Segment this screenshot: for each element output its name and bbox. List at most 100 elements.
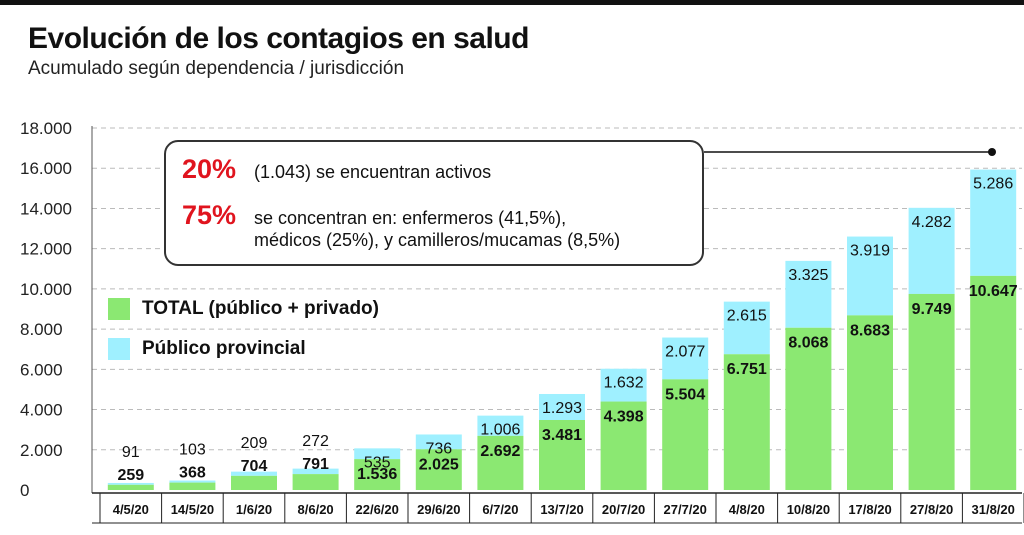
legend-item-provincial: Público provincial bbox=[108, 336, 379, 362]
x-tick-label: 31/8/20 bbox=[972, 502, 1015, 517]
data-label-provincial: 535 bbox=[364, 454, 391, 471]
data-label-provincial: 1.293 bbox=[542, 400, 582, 417]
chart-legend: TOTAL (público + privado) Público provin… bbox=[108, 296, 379, 376]
x-tick-label: 17/8/20 bbox=[848, 502, 891, 517]
data-label-total: 2.025 bbox=[419, 456, 459, 473]
legend-swatch-provincial bbox=[108, 338, 130, 360]
bar-segment-total bbox=[600, 401, 647, 490]
data-label-total: 368 bbox=[179, 465, 206, 482]
data-label-total: 5.504 bbox=[665, 386, 705, 403]
bar-segment-provincial bbox=[600, 368, 647, 402]
data-label-provincial: 4.282 bbox=[912, 214, 952, 231]
data-label-provincial: 91 bbox=[122, 444, 140, 461]
y-tick-label: 2.000 bbox=[20, 441, 63, 460]
data-label-total: 259 bbox=[117, 467, 144, 484]
data-label-total: 8.683 bbox=[850, 322, 890, 339]
x-tick-label: 27/8/20 bbox=[910, 502, 953, 517]
data-label-total: 3.481 bbox=[542, 427, 582, 444]
y-tick-label: 12.000 bbox=[20, 240, 72, 259]
bar-segment-total bbox=[785, 327, 832, 490]
data-label-provincial: 736 bbox=[425, 440, 452, 457]
bar-segment-total bbox=[662, 379, 709, 490]
y-tick-label: 16.000 bbox=[20, 159, 72, 178]
x-tick-label: 4/8/20 bbox=[729, 502, 765, 517]
bar-segment-provincial bbox=[723, 301, 770, 355]
data-label-total: 704 bbox=[241, 458, 268, 475]
active-description: (1.043) se encuentran activos bbox=[254, 162, 492, 182]
y-tick-label: 18.000 bbox=[20, 119, 72, 138]
x-tick-label: 14/5/20 bbox=[171, 502, 214, 517]
y-tick-label: 6.000 bbox=[20, 360, 63, 379]
bar-segment-total bbox=[354, 459, 401, 490]
legend-label-total: TOTAL (público + privado) bbox=[142, 298, 379, 319]
bar-segment-total bbox=[539, 419, 585, 490]
bar-segment-provincial bbox=[908, 207, 955, 294]
y-tick-label: 14.000 bbox=[20, 199, 72, 218]
data-label-total: 10.647 bbox=[969, 283, 1018, 300]
bar-segment-total bbox=[169, 482, 216, 490]
data-label-provincial: 209 bbox=[241, 435, 268, 452]
callout-leader-dot bbox=[988, 148, 996, 156]
data-label-total: 8.068 bbox=[788, 335, 828, 352]
active-percentage: 20% bbox=[182, 154, 237, 184]
data-label-total: 4.398 bbox=[604, 409, 644, 426]
x-tick-label: 4/5/20 bbox=[113, 502, 149, 517]
y-tick-label: 4.000 bbox=[20, 401, 63, 420]
bar-segment-provincial bbox=[662, 337, 709, 380]
bar-segment-provincial bbox=[970, 169, 1017, 276]
x-tick-label: 1/6/20 bbox=[236, 502, 272, 517]
legend-item-total: TOTAL (público + privado) bbox=[108, 296, 379, 322]
legend-label-provincial: Público provincial bbox=[142, 338, 306, 359]
bar-segment-total bbox=[292, 474, 339, 490]
data-label-total: 791 bbox=[302, 456, 329, 473]
data-label-provincial: 1.632 bbox=[604, 375, 644, 392]
data-label-provincial: 1.006 bbox=[480, 422, 520, 439]
bar-segment-provincial bbox=[231, 471, 277, 476]
data-label-provincial: 3.919 bbox=[850, 243, 890, 260]
bar-segment-total bbox=[723, 354, 770, 490]
data-label-provincial: 2.615 bbox=[727, 308, 767, 325]
x-tick-label: 29/6/20 bbox=[417, 502, 460, 517]
data-label-provincial: 103 bbox=[179, 442, 206, 459]
data-label-total: 2.692 bbox=[480, 443, 520, 460]
bar-segment-provincial bbox=[107, 482, 154, 485]
concentration-percentage: 75% bbox=[182, 200, 237, 230]
bar-segment-total bbox=[415, 449, 462, 490]
bar-segment-provincial bbox=[477, 415, 524, 436]
x-tick-label: 10/8/20 bbox=[787, 502, 830, 517]
x-tick-label: 27/7/20 bbox=[664, 502, 707, 517]
bar-segment-total bbox=[847, 315, 893, 490]
bar-segment-provincial bbox=[539, 393, 585, 420]
bar-segment-provincial bbox=[847, 236, 893, 316]
bar-segment-total bbox=[107, 484, 154, 490]
data-label-total: 9.749 bbox=[912, 301, 952, 318]
x-tick-label: 20/7/20 bbox=[602, 502, 645, 517]
legend-swatch-total bbox=[108, 298, 130, 320]
chart-title: Evolución de los contagios en salud bbox=[28, 22, 529, 55]
data-label-provincial: 5.286 bbox=[973, 176, 1013, 193]
chart-subtitle: Acumulado según dependencia / jurisdicci… bbox=[28, 58, 405, 79]
bar-segment-total bbox=[231, 475, 277, 490]
x-tick-label: 8/6/20 bbox=[298, 502, 334, 517]
bar-segment-provincial bbox=[169, 480, 216, 483]
data-label-provincial: 272 bbox=[302, 433, 329, 450]
y-tick-label: 0 bbox=[20, 481, 29, 500]
bar-segment-provincial bbox=[292, 468, 339, 475]
bar-segment-provincial bbox=[415, 434, 462, 450]
concentration-description-line1: se concentran en: enfermeros (41,5%), bbox=[254, 208, 567, 228]
bar-segment-provincial bbox=[354, 448, 401, 460]
bar-segment-total bbox=[908, 293, 955, 490]
x-tick-label: 22/6/20 bbox=[356, 502, 399, 517]
x-tick-label: 6/7/20 bbox=[482, 502, 518, 517]
data-label-total: 1.536 bbox=[357, 466, 397, 483]
data-label-total: 6.751 bbox=[727, 361, 767, 378]
concentration-description-line2: médicos (25%), y camilleros/mucamas (8,5… bbox=[254, 230, 621, 250]
bar-segment-total bbox=[477, 435, 524, 490]
y-tick-label: 8.000 bbox=[20, 320, 63, 339]
bar-segment-total bbox=[970, 275, 1017, 490]
stats-callout: 20% (1.043) se encuentran activos 75% se… bbox=[164, 140, 704, 266]
y-tick-label: 10.000 bbox=[20, 280, 72, 299]
data-label-provincial: 3.325 bbox=[788, 267, 828, 284]
top-rule bbox=[0, 0, 1024, 5]
